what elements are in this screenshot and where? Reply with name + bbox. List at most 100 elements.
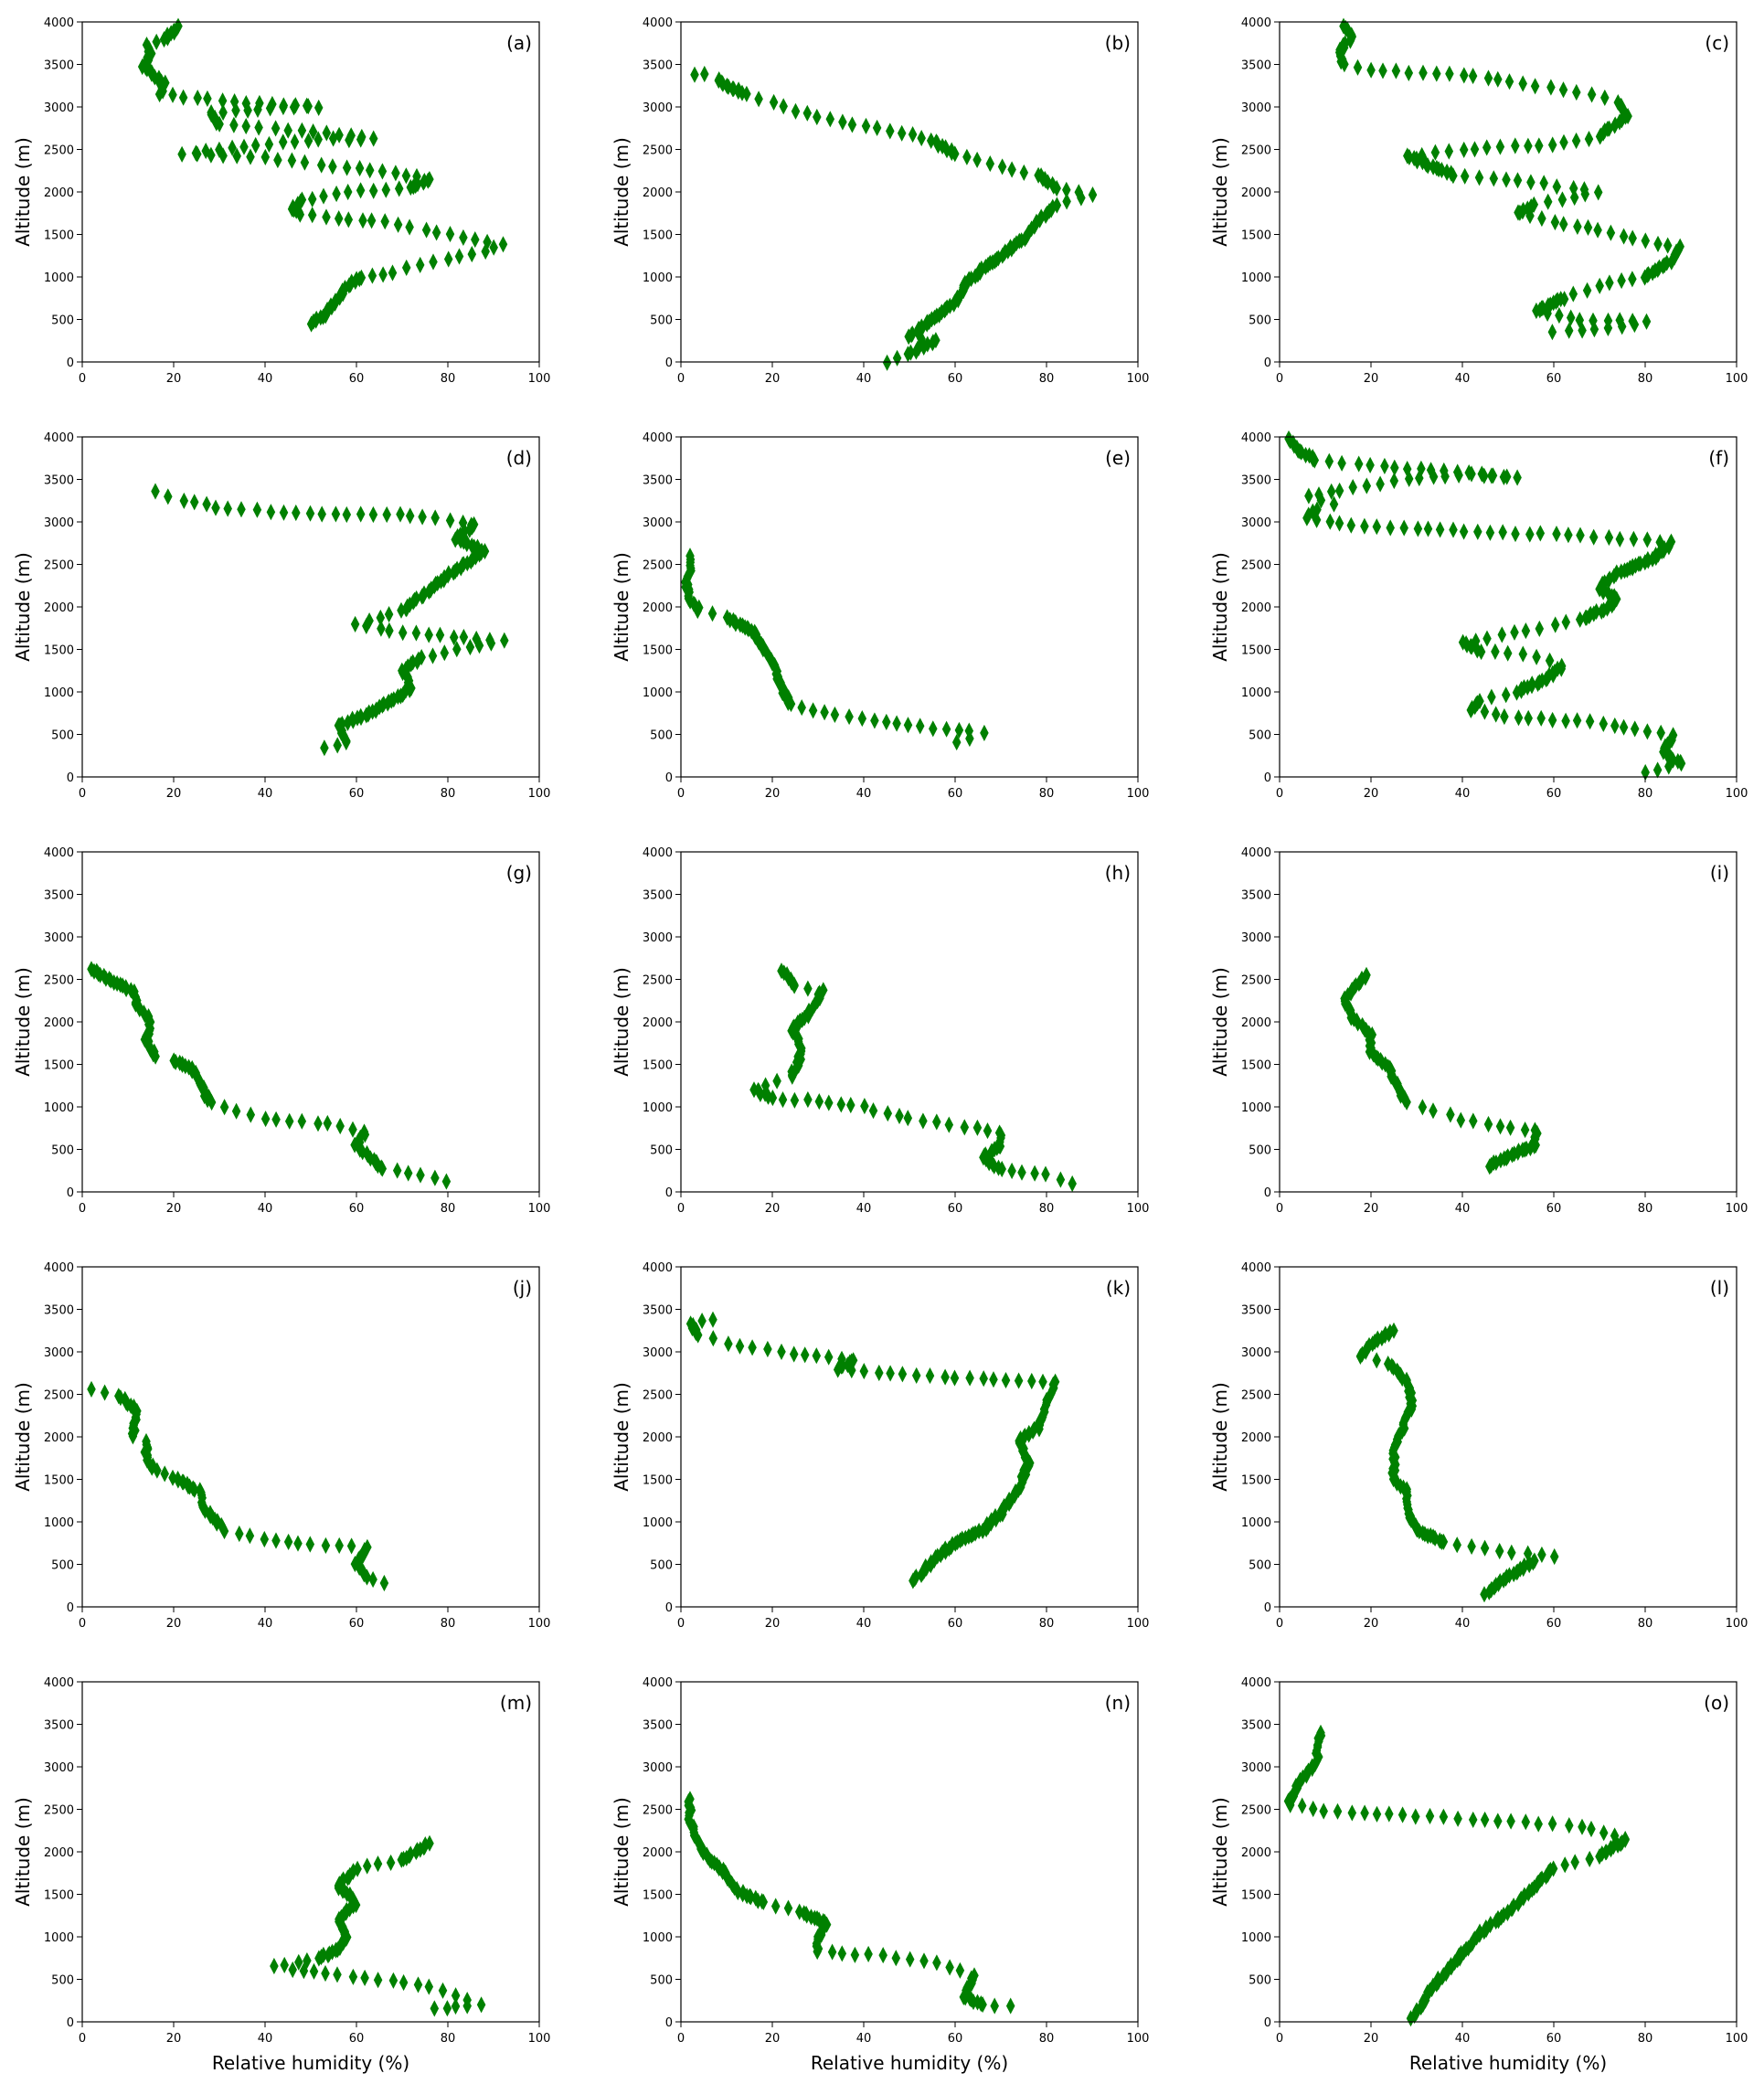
data-point	[292, 504, 301, 522]
data-point	[411, 624, 421, 642]
data-point	[989, 1371, 998, 1388]
data-point	[335, 1117, 345, 1135]
data-point	[791, 102, 801, 120]
data-point	[870, 712, 879, 729]
data-point	[820, 704, 829, 721]
data-point	[232, 147, 241, 165]
data-point	[1535, 137, 1544, 154]
data-point	[425, 1834, 434, 1852]
data-point	[313, 1115, 323, 1132]
data-point	[435, 626, 445, 643]
data-point	[355, 159, 365, 177]
y-tick-label: 2000	[643, 1431, 673, 1445]
data-point	[941, 720, 951, 738]
data-point	[1034, 166, 1043, 184]
data-point	[177, 145, 186, 163]
data-markers	[270, 1834, 486, 2017]
data-point	[886, 122, 895, 140]
data-point	[368, 1570, 377, 1589]
data-point	[415, 256, 425, 273]
data-point	[441, 1173, 452, 1190]
panel-label: (f)	[1708, 447, 1729, 469]
data-point	[430, 2000, 440, 2017]
data-point	[1404, 64, 1414, 81]
y-axis-label: Altitude (m)	[12, 1797, 34, 1907]
y-tick-label: 2500	[44, 1389, 74, 1403]
y-tick-label: 3000	[1241, 516, 1271, 530]
data-point	[1467, 1537, 1476, 1555]
data-point	[748, 1339, 757, 1356]
x-tick-label: 60	[349, 372, 365, 386]
panel-label: (o)	[1704, 1692, 1729, 1714]
x-tick-label: 40	[1455, 372, 1471, 386]
y-tick-label: 4000	[643, 1261, 673, 1275]
y-tick-label: 3000	[643, 516, 673, 530]
y-tick-label: 1000	[44, 1931, 74, 1945]
data-point	[1572, 712, 1582, 729]
panel-k: 0 20 40 60 80 1000500100015002000250030003500…	[611, 1261, 1149, 1631]
data-point	[850, 1946, 860, 1963]
data-point	[769, 93, 779, 111]
data-point	[824, 1348, 834, 1366]
y-tick-label: 3500	[1241, 59, 1271, 73]
data-point	[305, 1536, 315, 1553]
y-tick-label: 4000	[44, 1261, 74, 1275]
y-tick-label: 1000	[1241, 271, 1271, 285]
data-point	[445, 226, 455, 243]
data-point	[770, 1898, 781, 1915]
data-point	[241, 118, 250, 135]
data-point	[1513, 172, 1523, 189]
data-point	[1613, 94, 1623, 112]
data-point	[1482, 630, 1492, 647]
data-point	[246, 1106, 256, 1123]
data-point	[1552, 526, 1561, 543]
x-tick-label: 40	[258, 1202, 273, 1216]
data-point	[283, 1533, 293, 1550]
data-point	[808, 702, 818, 719]
data-point	[1587, 1820, 1596, 1838]
x-tick-label: 0	[1276, 787, 1283, 801]
data-point	[1629, 530, 1639, 548]
y-tick-label: 3500	[1241, 1719, 1271, 1733]
x-tick-label: 40	[856, 2032, 872, 2046]
data-point	[346, 1537, 356, 1555]
y-tick-label: 3000	[643, 931, 673, 945]
data-point	[1056, 1171, 1066, 1188]
data-point	[368, 182, 378, 199]
y-tick-label: 2000	[44, 1431, 74, 1445]
data-point	[357, 128, 367, 145]
y-tick-label: 4000	[643, 846, 673, 860]
data-point	[1564, 322, 1574, 339]
data-point	[1316, 1724, 1325, 1741]
data-point	[1630, 720, 1640, 738]
data-point	[430, 509, 440, 526]
y-tick-label: 3500	[1241, 889, 1271, 903]
y-tick-label: 1500	[643, 1889, 673, 1903]
data-point	[1489, 170, 1499, 187]
y-tick-label: 0	[665, 1186, 673, 1200]
data-point	[1480, 1811, 1490, 1828]
data-point	[1334, 482, 1344, 499]
data-point	[373, 1972, 383, 1989]
data-point	[1399, 519, 1408, 537]
x-tick-label: 80	[441, 1617, 456, 1631]
data-point	[790, 1091, 800, 1109]
data-point	[915, 718, 925, 735]
y-tick-label: 1500	[643, 644, 673, 658]
data-point	[305, 505, 315, 522]
data-point	[1439, 1808, 1449, 1825]
data-point	[266, 504, 276, 521]
data-point	[945, 1959, 954, 1976]
y-tick-label: 2000	[1241, 1431, 1271, 1445]
data-point	[271, 1111, 281, 1128]
data-point	[1354, 455, 1364, 473]
data-point	[960, 1119, 970, 1136]
y-tick-label: 1500	[643, 1474, 673, 1488]
y-tick-label: 2000	[44, 1016, 74, 1030]
data-point	[333, 1966, 342, 1983]
data-point	[152, 33, 161, 50]
y-axis-label: Altitude (m)	[12, 1382, 34, 1492]
data-point	[1530, 78, 1540, 95]
panel-label: (m)	[500, 1692, 532, 1714]
y-axis-label: Altitude (m)	[611, 1382, 632, 1492]
